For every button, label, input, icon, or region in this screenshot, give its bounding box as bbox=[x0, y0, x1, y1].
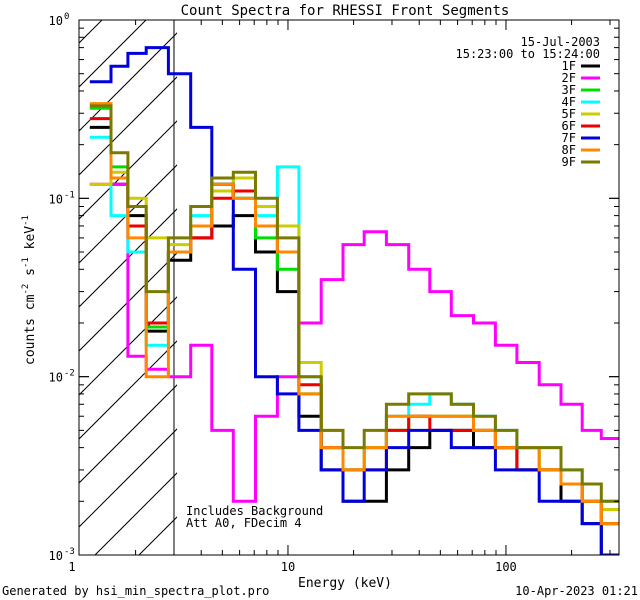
legend-label-5F: 5F bbox=[562, 107, 576, 121]
y-label-exp3: -1 bbox=[21, 215, 31, 226]
y-label-main: counts cm bbox=[23, 294, 38, 365]
footer-timestamp: 10-Apr-2023 01:21 bbox=[515, 584, 638, 598]
annotation-background: Includes Background bbox=[186, 504, 323, 518]
legend-label-4F: 4F bbox=[562, 95, 576, 109]
legend-label-8F: 8F bbox=[562, 143, 576, 157]
attenuator-hatch-region bbox=[79, 20, 177, 555]
y-label-s: s bbox=[23, 268, 38, 284]
x-axis-label: Energy (keV) bbox=[298, 576, 392, 591]
hatch-line bbox=[79, 384, 177, 484]
hatch-line bbox=[79, 208, 177, 308]
y-tick-label: 10 bbox=[49, 549, 63, 563]
hatch-line bbox=[79, 252, 177, 352]
y-tick-label: 10 bbox=[49, 14, 63, 28]
x-tick-label: 1 bbox=[68, 560, 75, 574]
time-range-label: 15:23:00 to 15:24:00 bbox=[456, 47, 601, 61]
x-axis: 10 100 1 bbox=[68, 20, 611, 574]
x-tick-label: 10 bbox=[281, 560, 295, 574]
y-tick-label: 10 bbox=[49, 192, 63, 206]
y-tick-label: 10 bbox=[49, 371, 63, 385]
y-axis-label: counts cm-2 s-1 keV-1 bbox=[21, 215, 38, 365]
hatch-line bbox=[79, 428, 177, 528]
y-label-exp2: -1 bbox=[21, 257, 31, 268]
y-tick-exponent: -2 bbox=[64, 369, 75, 379]
footer-generated-by: Generated by hsi_min_spectra_plot.pro bbox=[2, 584, 269, 598]
hatch-line bbox=[79, 32, 177, 132]
series-layer bbox=[89, 46, 619, 555]
y-tick-exponent: 0 bbox=[64, 12, 69, 22]
legend-label-3F: 3F bbox=[562, 83, 576, 97]
series-9F-line bbox=[89, 104, 619, 503]
legend-label-6F: 6F bbox=[562, 119, 576, 133]
x-tick-label: 100 bbox=[495, 560, 517, 574]
chart-title: Count Spectra for RHESSI Front Segments bbox=[181, 3, 510, 19]
annotation-attenuator: Att A0, FDecim 4 bbox=[186, 516, 302, 530]
date-label: 15-Jul-2003 bbox=[521, 35, 600, 49]
plot-frame bbox=[78, 19, 620, 556]
y-tick-exponent: -3 bbox=[64, 547, 75, 557]
y-label-kev: keV bbox=[23, 226, 38, 257]
legend-label-9F: 9F bbox=[562, 155, 576, 169]
y-tick-exponent: -1 bbox=[64, 190, 75, 200]
series-2F-line bbox=[89, 182, 619, 503]
y-label-exp1: -2 bbox=[21, 284, 31, 295]
legend-label-7F: 7F bbox=[562, 131, 576, 145]
series-7F-line bbox=[89, 46, 619, 555]
legend-label-2F: 2F bbox=[562, 71, 576, 85]
legend-label-1F: 1F bbox=[562, 59, 576, 73]
hatch-line bbox=[79, 76, 177, 176]
series-8F-line bbox=[89, 102, 619, 526]
